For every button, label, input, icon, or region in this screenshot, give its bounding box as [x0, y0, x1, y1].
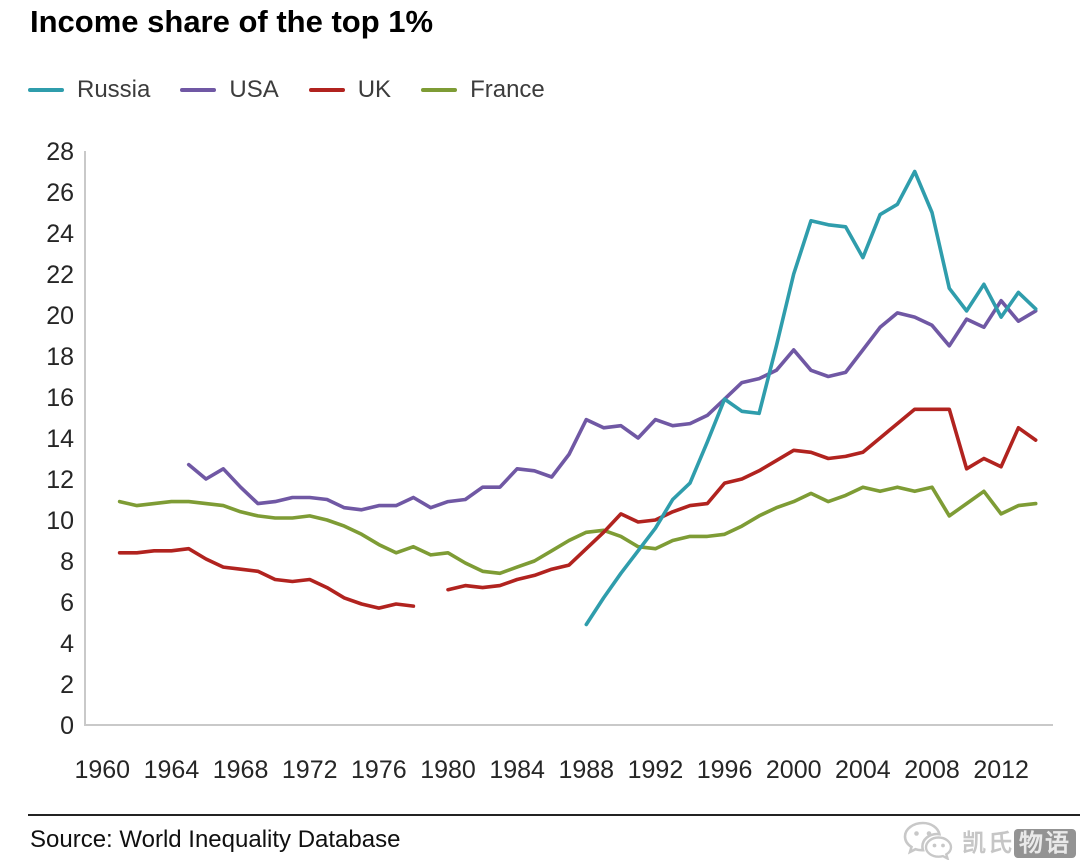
footer-divider: [28, 814, 1080, 816]
legend-item-france: France: [421, 76, 545, 104]
x-tick-label: 1960: [74, 756, 130, 784]
y-tick-label: 2: [60, 671, 74, 699]
y-tick-label: 22: [46, 261, 74, 289]
watermark-block: 物语: [1014, 828, 1076, 858]
series-line-russia: [584, 169, 1038, 627]
y-tick-label: 24: [46, 220, 74, 248]
legend-swatch: [180, 88, 217, 92]
wechat-icon: [903, 821, 953, 860]
legend-swatch: [421, 88, 458, 92]
legend-swatch: [308, 88, 345, 92]
x-tick-label: 1976: [351, 756, 407, 784]
y-tick-label: 8: [60, 548, 74, 576]
source-note: Source: World Inequality Database: [30, 826, 401, 853]
x-tick-label: 1992: [628, 756, 684, 784]
y-tick-label: 10: [46, 507, 74, 535]
legend-item-uk: UK: [308, 76, 392, 104]
y-tick-label: 18: [46, 343, 74, 371]
legend: Russia USA UK France: [28, 76, 545, 104]
legend-label: USA: [229, 76, 279, 103]
y-tick-label: 26: [46, 179, 74, 207]
y-tick-label: 14: [46, 425, 74, 453]
x-tick-label: 1968: [213, 756, 269, 784]
legend-swatch: [28, 88, 64, 92]
legend-label: Russia: [77, 76, 151, 103]
x-tick-label: 1980: [420, 756, 476, 784]
x-tick-label: 1996: [697, 756, 753, 784]
legend-item-russia: Russia: [28, 76, 150, 104]
x-tick-label: 2008: [904, 756, 960, 784]
series-line-france: [117, 485, 1038, 576]
page-title: Income share of the top 1%: [30, 4, 434, 39]
y-tick-label: 6: [60, 589, 74, 617]
legend-label: UK: [357, 76, 392, 103]
x-tick-label: 1984: [489, 756, 545, 784]
y-tick-label: 28: [46, 138, 74, 166]
watermark-text: 凯氏 物语: [962, 823, 1076, 858]
series-line-uk: [117, 407, 1038, 610]
x-tick-label: 1964: [144, 756, 200, 784]
legend-item-usa: USA: [180, 76, 279, 104]
y-tick-label: 0: [60, 712, 74, 740]
y-tick-label: 16: [46, 384, 74, 412]
x-tick-label: 2004: [835, 756, 891, 784]
y-tick-label: 12: [46, 466, 74, 494]
x-tick-label: 2000: [766, 756, 822, 784]
watermark: 凯氏 物语: [902, 820, 1076, 860]
x-tick-label: 1988: [558, 756, 614, 784]
x-tick-label: 2012: [973, 756, 1029, 784]
y-tick-label: 4: [60, 630, 74, 658]
y-tick-label: 20: [46, 302, 74, 330]
x-tick-label: 1972: [282, 756, 338, 784]
series-line-usa: [186, 298, 1038, 512]
axis-lines: [84, 151, 1053, 726]
legend-label: France: [470, 76, 545, 103]
